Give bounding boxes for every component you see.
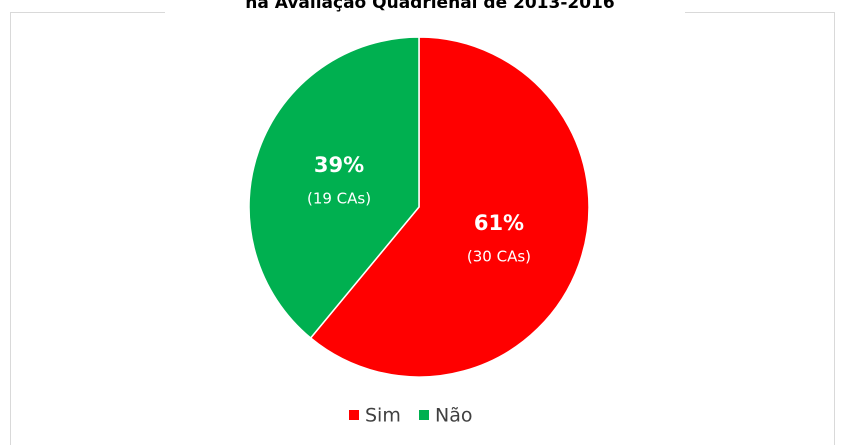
title-background xyxy=(165,0,685,16)
value-label: 61% xyxy=(474,211,524,235)
count-label: (19 CAs) xyxy=(307,190,371,208)
count-label: (30 CAs) xyxy=(467,247,531,265)
value-label: 39% xyxy=(314,153,364,177)
legend-label: Não xyxy=(435,405,472,427)
legend-swatch xyxy=(419,410,429,420)
legend-label: Sim xyxy=(365,405,401,427)
pie-slice xyxy=(248,36,420,340)
legend-swatch xyxy=(349,410,359,420)
pie-slice xyxy=(309,36,590,378)
chart-title: na Avaliação Quadrienal de 2013-2016 xyxy=(245,0,614,13)
